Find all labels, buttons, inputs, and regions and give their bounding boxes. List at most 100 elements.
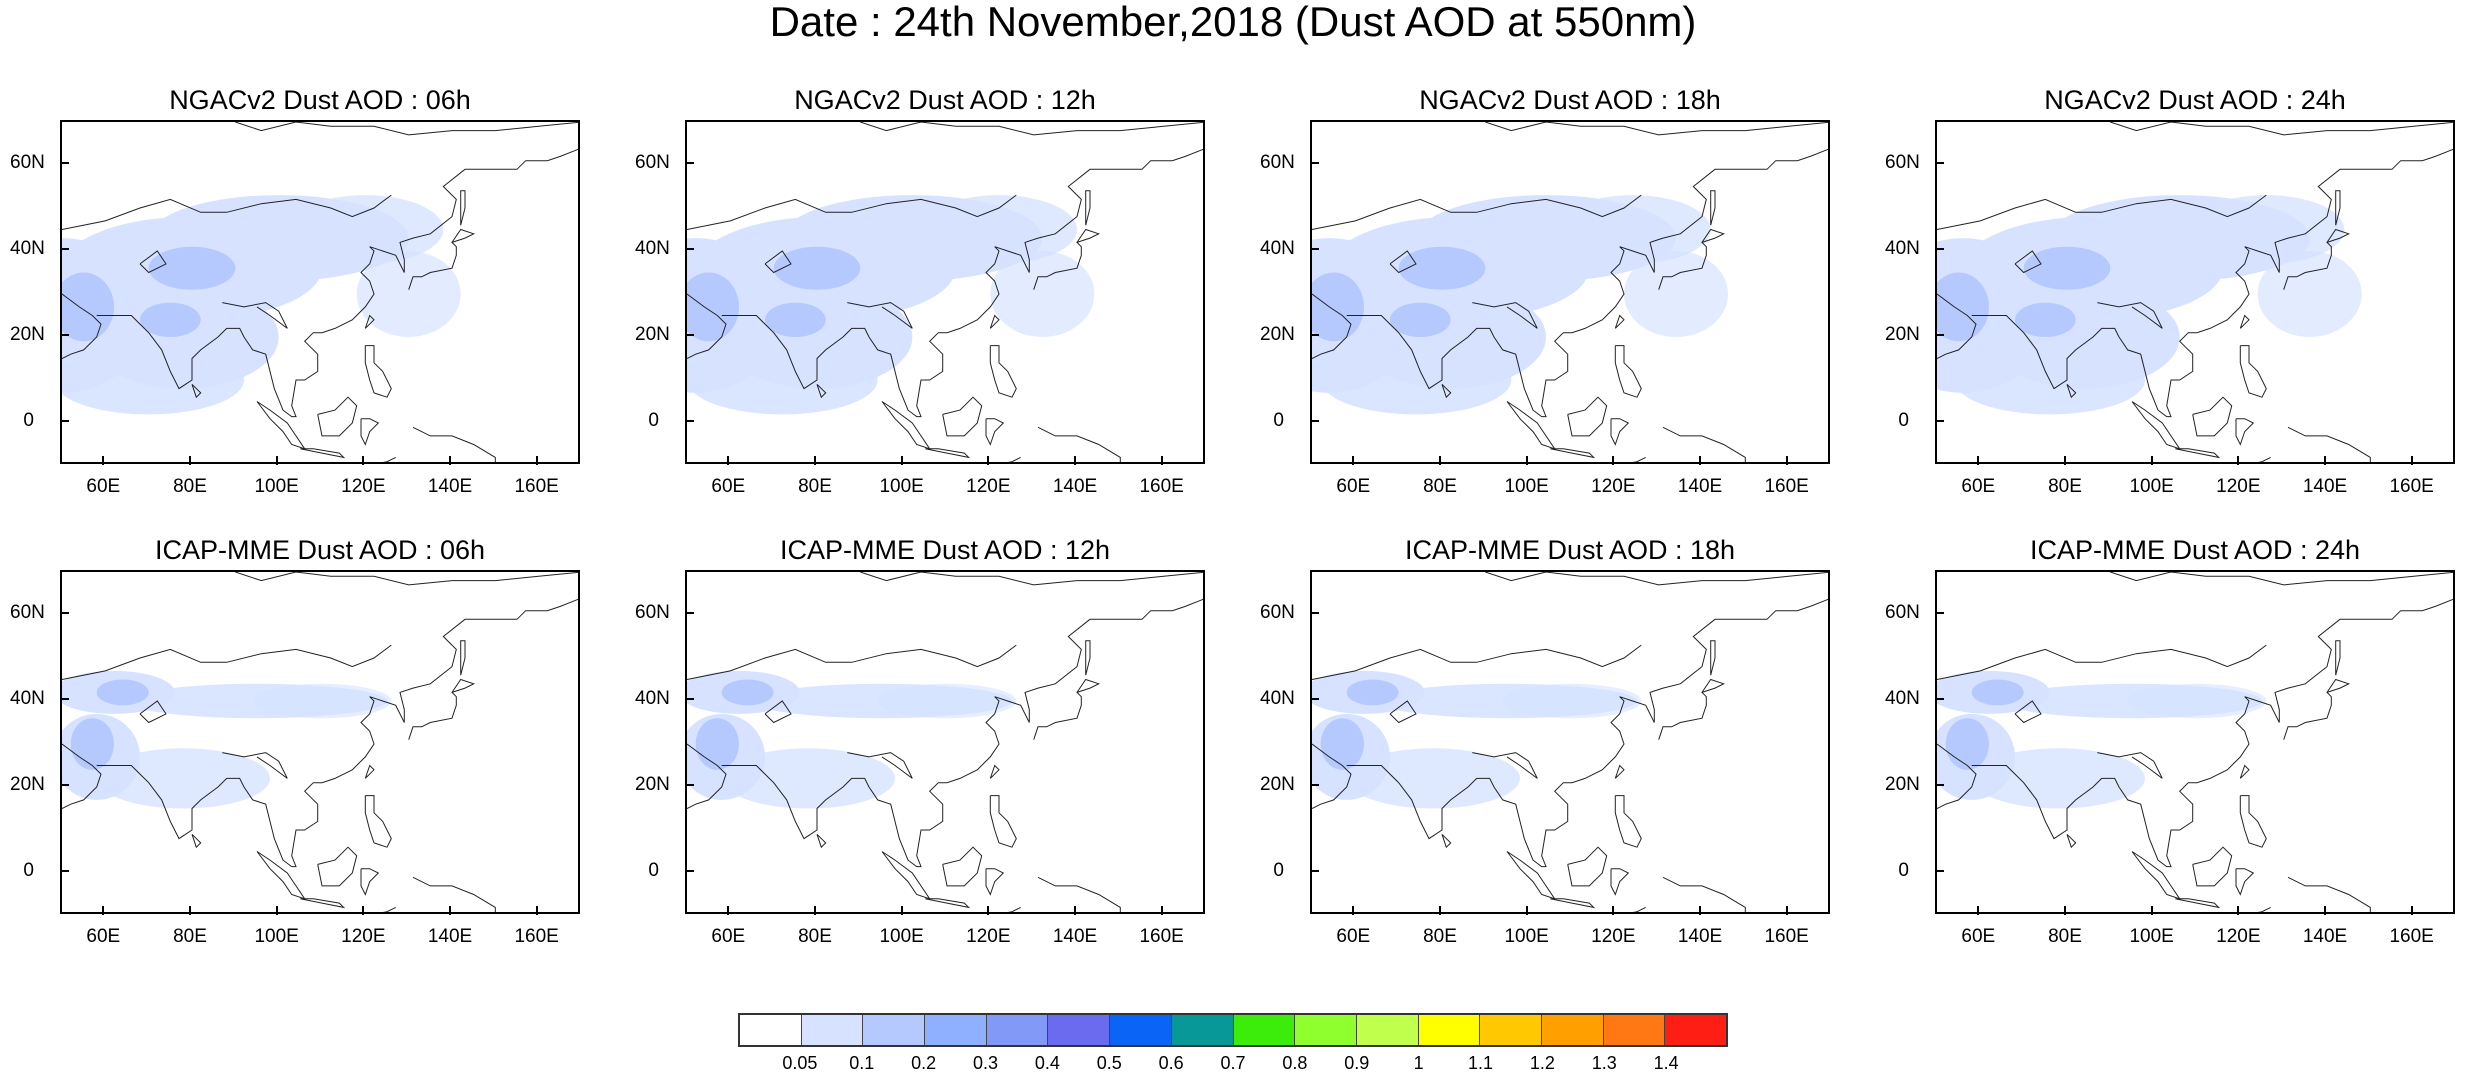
y-tick-mark <box>1935 420 1944 422</box>
x-tick-mark <box>275 456 278 465</box>
x-tick-label: 80E <box>173 926 207 947</box>
x-tick-label: 60E <box>711 476 746 497</box>
coastline <box>62 743 102 809</box>
x-tick-label: 140E <box>1677 926 1723 947</box>
x-tick-mark <box>449 456 451 465</box>
map-frame <box>685 120 1205 464</box>
panel-title: NGACv2 Dust AOD : 18h <box>1419 85 1721 115</box>
y-tick-label: 0 <box>1898 860 1909 881</box>
y-tick-label: 40N <box>1260 688 1295 709</box>
coastline <box>1662 426 1746 462</box>
colorbar-label: 0.2 <box>911 1053 937 1073</box>
y-tick-mark <box>1935 248 1944 250</box>
x-tick-mark <box>102 456 105 465</box>
x-tick-label: 80E <box>798 476 832 497</box>
coastline <box>1085 640 1091 676</box>
coastline <box>881 851 931 900</box>
y-tick-mark <box>685 612 694 614</box>
panel-title: NGACv2 Dust AOD : 24h <box>2044 85 2346 115</box>
coastline <box>1007 456 1021 462</box>
coastline <box>847 752 913 779</box>
coastline <box>412 876 496 912</box>
x-tick-mark <box>449 906 451 915</box>
y-tick-label: 60N <box>10 152 45 173</box>
panel-title: ICAP-MME Dust AOD : 12h <box>779 535 1111 565</box>
y-tick-label: 60N <box>635 152 670 173</box>
dust-region <box>877 683 1017 719</box>
y-tick-mark <box>685 162 694 164</box>
dust-region <box>287 195 444 264</box>
y-tick-mark <box>1935 870 1944 872</box>
coastline <box>222 752 288 779</box>
coastline <box>2131 401 2181 450</box>
x-tick-mark <box>987 906 990 915</box>
colorbar-label: 0.9 <box>1344 1053 1370 1073</box>
dust-region <box>921 195 1077 264</box>
x-tick-mark <box>1785 456 1788 465</box>
y-tick-mark <box>1310 784 1319 786</box>
x-tick-label: 100E <box>1504 476 1549 497</box>
coastline <box>1037 426 1121 462</box>
coastline <box>1937 644 2267 680</box>
coastline <box>2239 795 2267 848</box>
map-panel: NGACv2 Dust AOD : 18h 60N 40N 20N 0 60E 80E 100… <box>1260 85 1902 525</box>
colorbar-box <box>1171 1015 1234 1045</box>
coastline <box>687 293 727 359</box>
coastline <box>1441 383 1452 399</box>
y-tick-label: 20N <box>1260 774 1295 795</box>
coastline <box>1033 678 1101 740</box>
coastline <box>1346 148 1828 418</box>
x-tick-label: 160E <box>1764 926 1809 947</box>
coastline <box>2192 846 2233 887</box>
coastline <box>2131 851 2181 900</box>
x-tick-mark <box>1160 906 1163 915</box>
x-tick-mark <box>1612 906 1615 915</box>
coastline <box>1389 250 1417 274</box>
x-tick-label: 120E <box>341 476 386 497</box>
colorbar-box <box>1048 1015 1111 1045</box>
x-tick-label: 60E <box>711 926 746 947</box>
coastline <box>860 572 1203 586</box>
coastline <box>2239 345 2267 398</box>
x-tick-mark <box>362 906 365 915</box>
coastline <box>2066 833 2077 849</box>
coastline <box>1937 293 1977 359</box>
dust-core <box>1971 679 2024 706</box>
coastline <box>364 795 392 848</box>
figure-title: Date : 24th November,2018 (Dust AOD at 5… <box>769 0 1697 45</box>
y-tick-mark <box>685 698 694 700</box>
colorbar-box <box>1295 1015 1357 1045</box>
y-tick-mark <box>60 870 69 872</box>
coastline <box>1937 194 2267 230</box>
dust-core <box>96 679 149 706</box>
x-tick-label: 140E <box>1677 476 1723 497</box>
coastline <box>96 598 578 868</box>
colorbar-box <box>801 1015 864 1045</box>
coastline <box>256 851 306 900</box>
panel-title: NGACv2 Dust AOD : 06h <box>169 85 471 115</box>
colorbar-label: 1.4 <box>1653 1053 1679 1073</box>
x-tick-mark <box>1439 456 1441 465</box>
dust-region <box>687 345 878 415</box>
dust-region <box>1320 345 1512 415</box>
x-tick-mark <box>1525 456 1528 465</box>
x-tick-label: 140E <box>427 476 473 497</box>
coastline <box>235 122 578 136</box>
x-tick-label: 120E <box>966 476 1011 497</box>
x-tick-label: 160E <box>2389 926 2434 947</box>
x-tick-label: 100E <box>2129 926 2174 947</box>
coastline <box>860 122 1203 136</box>
coastline <box>62 194 392 230</box>
x-tick-mark <box>102 906 105 915</box>
coastline <box>317 396 358 437</box>
colorbar-label: 1 <box>1413 1053 1424 1073</box>
y-tick-mark <box>60 784 69 786</box>
y-tick-label: 20N <box>10 774 45 795</box>
map-panel: ICAP-MME Dust AOD : 12h 60N 40N 20N 0 60E 80E 1… <box>635 535 1277 975</box>
colorbar-box <box>1480 1015 1542 1045</box>
map-panel: NGACv2 Dust AOD : 06h 60N 40N 20N 0 60E 80E 100… <box>10 85 652 525</box>
dust-aod-field <box>687 122 1203 462</box>
coastline <box>1007 906 1021 912</box>
y-tick-mark <box>60 248 69 250</box>
x-tick-label: 100E <box>1504 926 1549 947</box>
